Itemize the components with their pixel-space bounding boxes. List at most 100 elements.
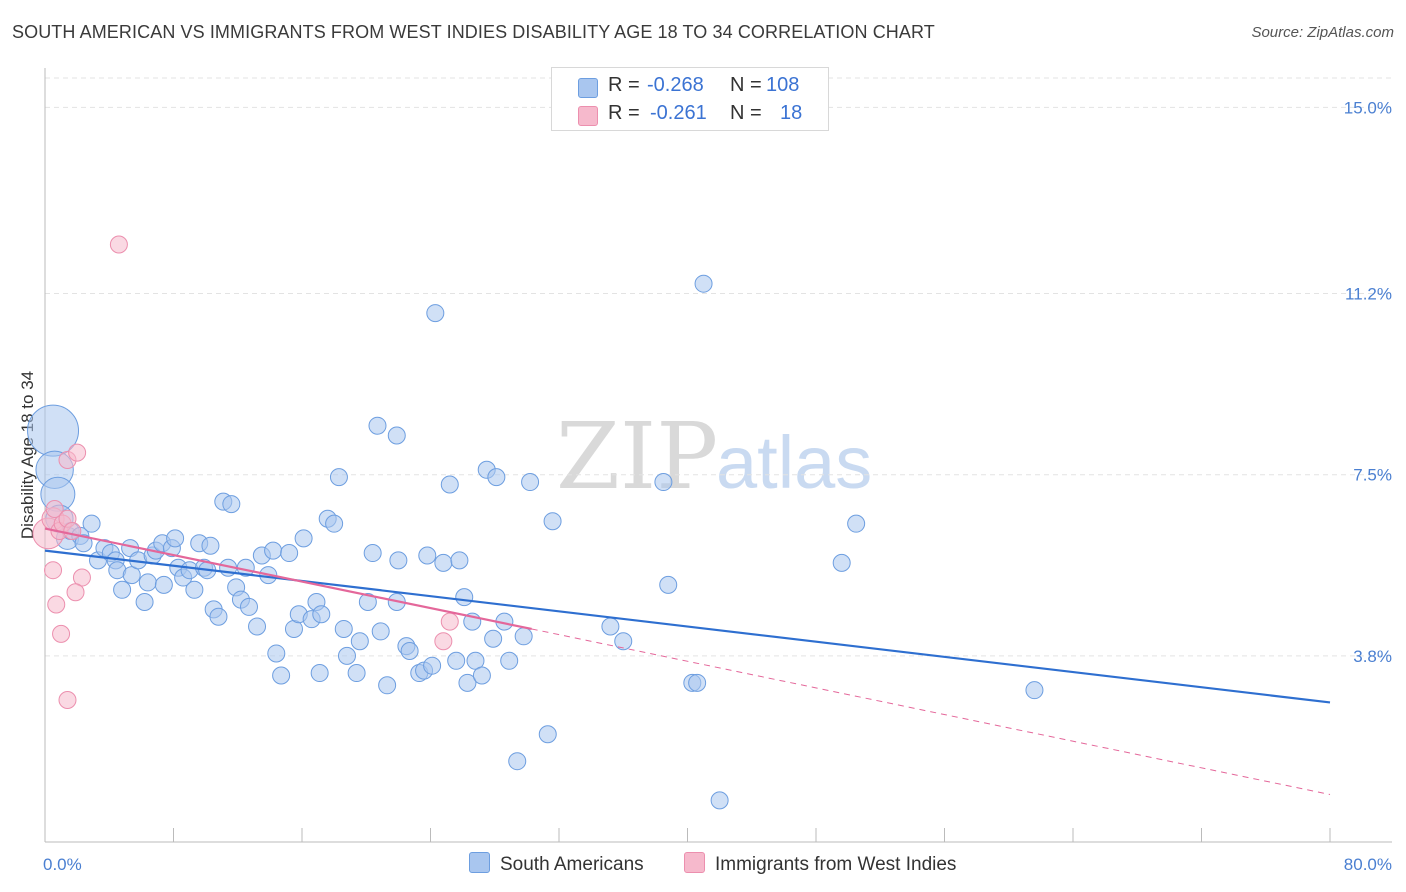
data-point-south-american: [325, 514, 344, 533]
trend-line-west-indies-extension: [531, 628, 1331, 795]
data-point-south-american: [614, 632, 633, 651]
data-point-south-american: [185, 580, 204, 599]
data-point-south-american: [363, 544, 382, 563]
data-point-south-american: [832, 553, 851, 572]
data-point-south-american: [659, 575, 678, 594]
trend-line-south-americans: [44, 549, 1331, 704]
data-point-west-indies: [63, 522, 82, 541]
data-point-south-american: [113, 580, 132, 599]
data-point-south-american: [280, 544, 299, 563]
data-point-south-american: [447, 651, 466, 670]
data-point-west-indies: [440, 612, 459, 631]
y-tick-label: 15.0%: [1344, 98, 1392, 117]
data-point-south-american: [400, 642, 419, 660]
r-value: -0.261: [650, 102, 707, 124]
data-point-south-american: [418, 546, 437, 565]
data-point-south-american: [201, 536, 220, 555]
legend-label: Immigrants from West Indies: [715, 854, 957, 875]
r-label: R =: [608, 74, 640, 96]
x-tick-labels: 0.0% 80.0%: [43, 855, 1392, 874]
data-point-south-american: [455, 588, 474, 607]
data-point-south-american: [378, 676, 397, 695]
stats-row-west-indies: R = -0.261 N = 18: [552, 100, 828, 128]
data-point-south-american: [135, 593, 154, 612]
data-point-south-american: [358, 593, 377, 612]
data-point-west-indies: [47, 595, 66, 614]
data-point-south-american: [222, 495, 241, 514]
data-point-west-indies: [68, 443, 87, 462]
data-point-south-american: [337, 646, 356, 665]
watermark-atlas: atlas: [716, 421, 872, 504]
y-tick-labels: 3.8% 7.5% 11.2% 15.0%: [1344, 98, 1392, 666]
stats-row-south-americans: R = -0.268 N = 108: [552, 72, 828, 100]
r-label: R =: [608, 102, 640, 124]
legend-item-south-americans[interactable]: South Americans: [469, 852, 644, 876]
blue-swatch: [578, 78, 598, 98]
data-point-south-american: [543, 512, 562, 531]
data-point-west-indies: [44, 561, 63, 580]
data-point-south-american: [264, 541, 283, 560]
data-point-south-american: [440, 475, 459, 494]
data-point-south-american: [389, 551, 408, 570]
stats-legend: R = -0.268 N = 108 R = -0.261 N = 18: [551, 67, 829, 131]
pink-swatch: [684, 852, 705, 873]
data-point-south-american: [434, 553, 453, 572]
data-point-south-american: [312, 605, 331, 624]
legend-label: South Americans: [500, 854, 644, 875]
watermark-zip: ZIP: [556, 403, 718, 510]
data-point-south-american: [310, 664, 329, 683]
series-west-indies: [32, 235, 459, 709]
y-axis-label: Disability Age 18 to 34: [18, 371, 37, 539]
data-point-south-american: [371, 622, 390, 641]
data-point-south-american: [514, 627, 533, 646]
x-tick-label: 80.0%: [1344, 855, 1392, 874]
data-point-south-american: [487, 468, 506, 487]
n-value: 18: [780, 102, 803, 124]
data-point-south-american: [74, 534, 93, 553]
y-tick-label: 11.2%: [1345, 284, 1392, 303]
data-point-south-american: [294, 529, 313, 548]
data-point-south-american: [508, 752, 527, 771]
n-label: N =: [730, 102, 762, 124]
data-point-south-american: [458, 673, 477, 692]
data-point-south-american: [484, 629, 503, 648]
y-tick-label: 7.5%: [1353, 466, 1392, 485]
data-point-south-american: [694, 274, 713, 293]
data-point-south-american: [426, 304, 445, 323]
data-point-south-american: [521, 473, 540, 492]
legend-item-west-indies[interactable]: Immigrants from West Indies: [684, 852, 956, 876]
n-label: N =: [730, 74, 762, 96]
data-point-south-american: [329, 468, 348, 487]
data-point-west-indies: [434, 632, 453, 651]
data-point-south-american: [423, 656, 442, 675]
data-point-south-american: [209, 607, 228, 626]
data-point-south-american: [450, 551, 469, 570]
data-point-south-american: [248, 617, 267, 636]
watermark: ZIP atlas: [556, 403, 872, 510]
data-point-south-american: [1025, 681, 1044, 700]
data-point-south-american: [710, 791, 729, 810]
data-point-west-indies: [52, 624, 71, 643]
y-tick-label: 3.8%: [1353, 647, 1392, 666]
data-point-west-indies: [45, 499, 64, 518]
data-point-south-american: [239, 597, 258, 616]
data-point-south-american: [500, 651, 519, 670]
data-point-south-american: [138, 573, 157, 592]
data-point-south-american: [82, 514, 101, 533]
data-point-south-american: [166, 529, 185, 548]
data-point-south-american: [601, 617, 620, 636]
data-point-south-american: [350, 632, 369, 651]
data-point-south-american: [267, 644, 286, 663]
data-point-south-american: [347, 664, 366, 683]
data-point-south-american: [847, 514, 866, 533]
data-point-south-american: [688, 673, 707, 692]
chart-title: SOUTH AMERICAN VS IMMIGRANTS FROM WEST I…: [12, 22, 935, 42]
data-point-south-american: [334, 619, 353, 638]
x-tick-label: 0.0%: [43, 855, 82, 874]
data-point-west-indies: [109, 235, 128, 254]
data-point-south-american: [538, 725, 557, 744]
blue-swatch: [469, 852, 490, 873]
data-point-south-american: [654, 473, 673, 492]
series-south-americans: [27, 274, 1044, 810]
